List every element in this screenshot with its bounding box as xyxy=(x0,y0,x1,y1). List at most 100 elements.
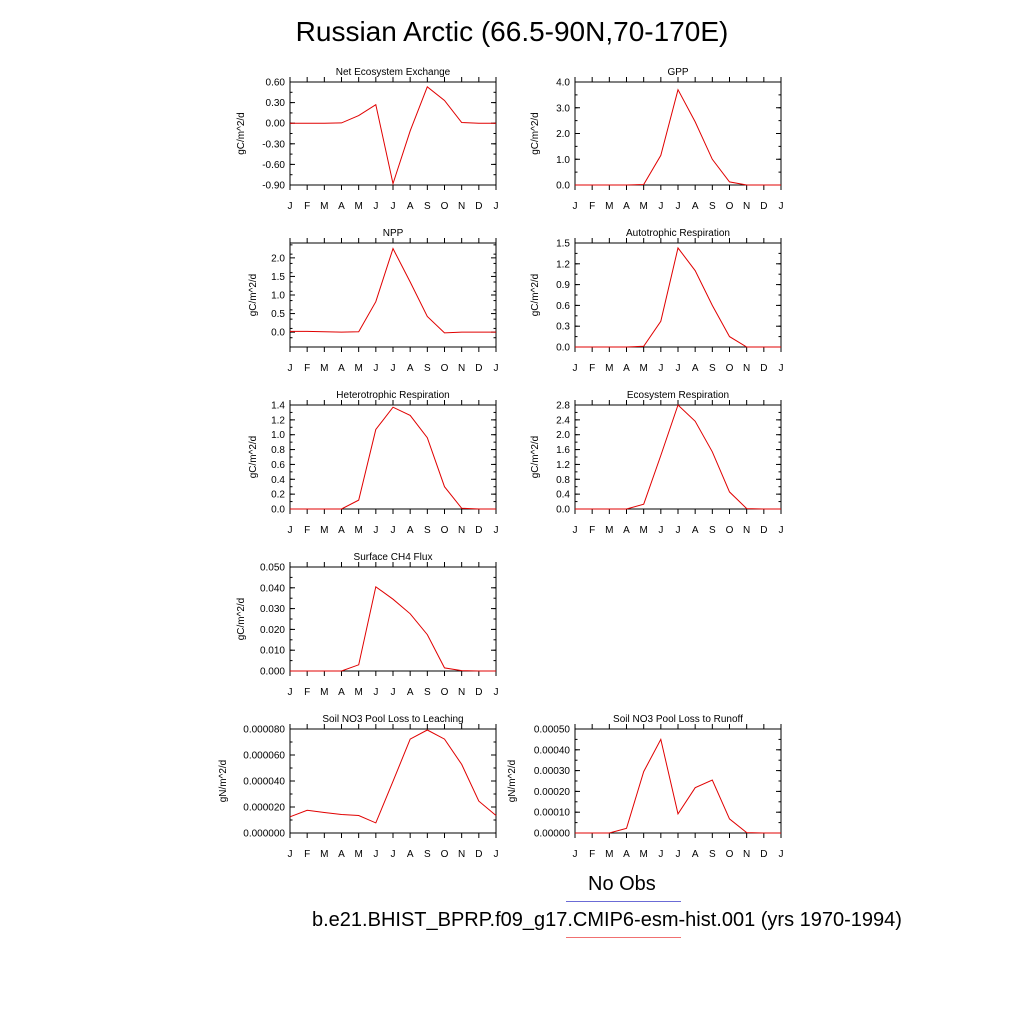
x-tick-label: J xyxy=(676,525,681,536)
x-tick-label: M xyxy=(320,363,328,374)
x-tick-label: S xyxy=(709,849,716,860)
x-tick-label: F xyxy=(589,525,595,536)
x-tick-label: A xyxy=(407,849,414,860)
x-tick-label: D xyxy=(760,525,767,536)
x-tick-label: D xyxy=(475,201,482,212)
y-tick-label: 0.00020 xyxy=(534,787,571,798)
legend-model-line xyxy=(566,937,681,938)
data-series-line xyxy=(289,729,497,824)
x-tick-label: J xyxy=(391,849,396,860)
y-tick-label: 0.00000 xyxy=(534,829,571,840)
x-tick-label: O xyxy=(726,525,734,536)
y-tick-label: 0.0 xyxy=(556,343,570,354)
chart-title: NPP xyxy=(383,228,404,239)
y-tick-label: 1.4 xyxy=(271,401,285,412)
data-series-line xyxy=(575,404,781,510)
y-tick-label: 1.5 xyxy=(556,239,570,250)
x-tick-label: J xyxy=(658,525,663,536)
x-tick-label: M xyxy=(354,849,362,860)
chart-panel-8: Soil NO3 Pool Loss to Leaching gN/m^2/d 0.… xyxy=(218,714,499,860)
x-tick-label: J xyxy=(391,201,396,212)
x-tick-label: J xyxy=(373,201,378,212)
x-tick-label: A xyxy=(338,849,345,860)
y-tick-label: 3.0 xyxy=(556,103,570,114)
y-tick-label: 0.0 xyxy=(271,328,285,339)
legend-no-obs-line xyxy=(566,901,681,902)
y-tick-label: 0.000040 xyxy=(243,777,285,788)
x-tick-label: N xyxy=(743,525,750,536)
x-tick-label: O xyxy=(726,201,734,212)
x-tick-label: J xyxy=(288,849,293,860)
x-tick-label: J xyxy=(494,201,499,212)
plot-frame xyxy=(574,81,782,186)
y-tick-label: 1.0 xyxy=(271,430,285,441)
x-tick-label: J xyxy=(676,201,681,212)
x-tick-label: A xyxy=(338,201,345,212)
x-tick-label: M xyxy=(639,363,647,374)
y-tick-label: 0.2 xyxy=(271,490,285,501)
x-tick-label: J xyxy=(779,525,784,536)
x-tick-label: D xyxy=(475,687,482,698)
x-tick-label: N xyxy=(458,525,465,536)
x-tick-label: F xyxy=(304,687,310,698)
x-tick-label: D xyxy=(760,363,767,374)
x-tick-label: M xyxy=(320,201,328,212)
chart-panel-9: Soil NO3 Pool Loss to Runoff gN/m^2/d 0.00… xyxy=(507,714,784,860)
plot-frame xyxy=(574,242,782,348)
x-tick-label: J xyxy=(494,363,499,374)
y-tick-label: 2.0 xyxy=(556,129,570,140)
x-tick-label: J xyxy=(658,849,663,860)
x-tick-label: J xyxy=(391,687,396,698)
y-tick-label: 0.00040 xyxy=(534,745,571,756)
x-tick-label: J xyxy=(373,525,378,536)
x-tick-label: J xyxy=(573,201,578,212)
x-tick-label: M xyxy=(605,525,613,536)
plot-frame xyxy=(289,404,497,510)
data-series-line xyxy=(290,585,496,672)
y-tick-label: -0.60 xyxy=(262,160,285,171)
x-tick-label: J xyxy=(391,363,396,374)
x-tick-label: A xyxy=(623,363,630,374)
x-tick-label: D xyxy=(760,201,767,212)
x-tick-label: S xyxy=(424,525,431,536)
chart-title: Ecosystem Respiration xyxy=(627,390,729,401)
y-tick-label: 0.8 xyxy=(556,475,570,486)
y-tick-label: 0.00050 xyxy=(534,725,571,736)
y-tick-label: 2.4 xyxy=(556,415,570,426)
x-tick-label: M xyxy=(354,687,362,698)
y-axis-label: gN/m^2/d xyxy=(218,760,229,803)
y-tick-label: 0.0 xyxy=(556,181,570,192)
plot-frame xyxy=(289,566,497,672)
x-tick-label: J xyxy=(658,201,663,212)
y-tick-label: 1.2 xyxy=(556,259,570,270)
plot-frame xyxy=(574,728,782,834)
y-tick-label: 1.0 xyxy=(271,291,285,302)
x-tick-label: J xyxy=(658,363,663,374)
x-tick-label: S xyxy=(424,687,431,698)
chart-title: Heterotrophic Respiration xyxy=(336,390,449,401)
x-tick-label: M xyxy=(639,525,647,536)
x-tick-label: M xyxy=(639,849,647,860)
x-tick-label: A xyxy=(407,363,414,374)
x-tick-label: O xyxy=(441,201,449,212)
x-tick-label: N xyxy=(743,849,750,860)
y-tick-label: 0.000000 xyxy=(243,829,285,840)
y-axis-label: gC/m^2/d xyxy=(530,112,541,155)
y-tick-label: 1.2 xyxy=(271,415,285,426)
x-tick-label: A xyxy=(407,687,414,698)
legend-model-label: b.e21.BHIST_BPRP.f09_g17.CMIP6-esm-hist.… xyxy=(312,909,902,931)
y-tick-label: -0.30 xyxy=(262,139,285,150)
x-tick-label: F xyxy=(589,201,595,212)
x-tick-label: J xyxy=(288,687,293,698)
chart-title: Autotrophic Respiration xyxy=(626,228,730,239)
y-tick-label: 0.5 xyxy=(271,309,285,320)
x-tick-label: A xyxy=(338,525,345,536)
y-tick-label: 0.4 xyxy=(556,490,570,501)
y-tick-label: -0.90 xyxy=(262,181,285,192)
x-tick-label: J xyxy=(288,363,293,374)
plot-frame xyxy=(574,404,782,510)
x-tick-label: A xyxy=(407,525,414,536)
x-tick-label: M xyxy=(320,687,328,698)
